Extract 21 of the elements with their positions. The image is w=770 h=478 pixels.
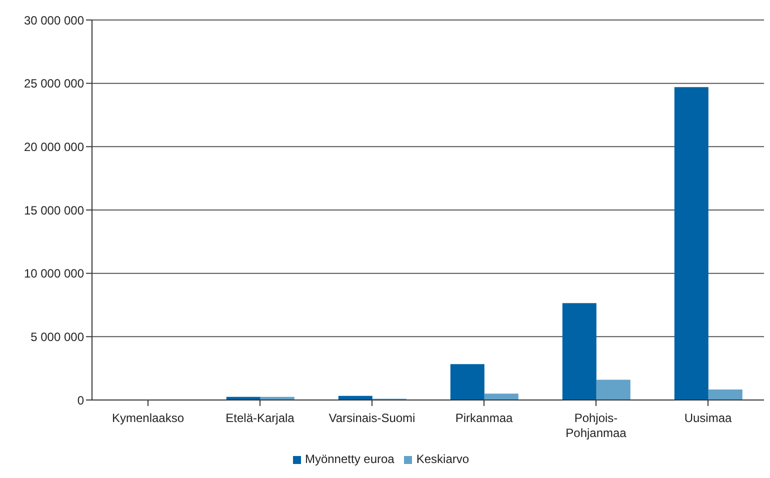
x-tick-label: Kymenlaakso <box>112 411 184 425</box>
legend-label: Myönnetty euroa <box>304 452 394 466</box>
y-tick-label: 5 000 000 <box>30 330 84 344</box>
y-tick-label: 25 000 000 <box>24 76 84 91</box>
y-tick-label: 0 <box>77 393 84 408</box>
bar <box>450 364 484 400</box>
bar <box>708 389 742 400</box>
y-tick-label: 15 000 000 <box>24 203 84 218</box>
y-tick-label: 30 000 000 <box>24 13 84 28</box>
legend-label: Keskiarvo <box>416 452 470 466</box>
x-tick-label: Pohjois-Pohjanmaa <box>566 411 627 440</box>
y-tick-label: 10 000 000 <box>24 266 84 281</box>
bar <box>484 394 518 400</box>
bar <box>562 303 596 400</box>
x-tick-label: Etelä-Karjala <box>226 411 295 425</box>
x-tick-label: Varsinais-Suomi <box>328 411 416 425</box>
y-tick-label: 20 000 000 <box>24 140 84 154</box>
bar <box>674 87 708 400</box>
x-tick-label: Pirkanmaa <box>455 411 514 425</box>
x-tick-label: Uusimaa <box>684 411 732 425</box>
bar <box>596 380 630 400</box>
